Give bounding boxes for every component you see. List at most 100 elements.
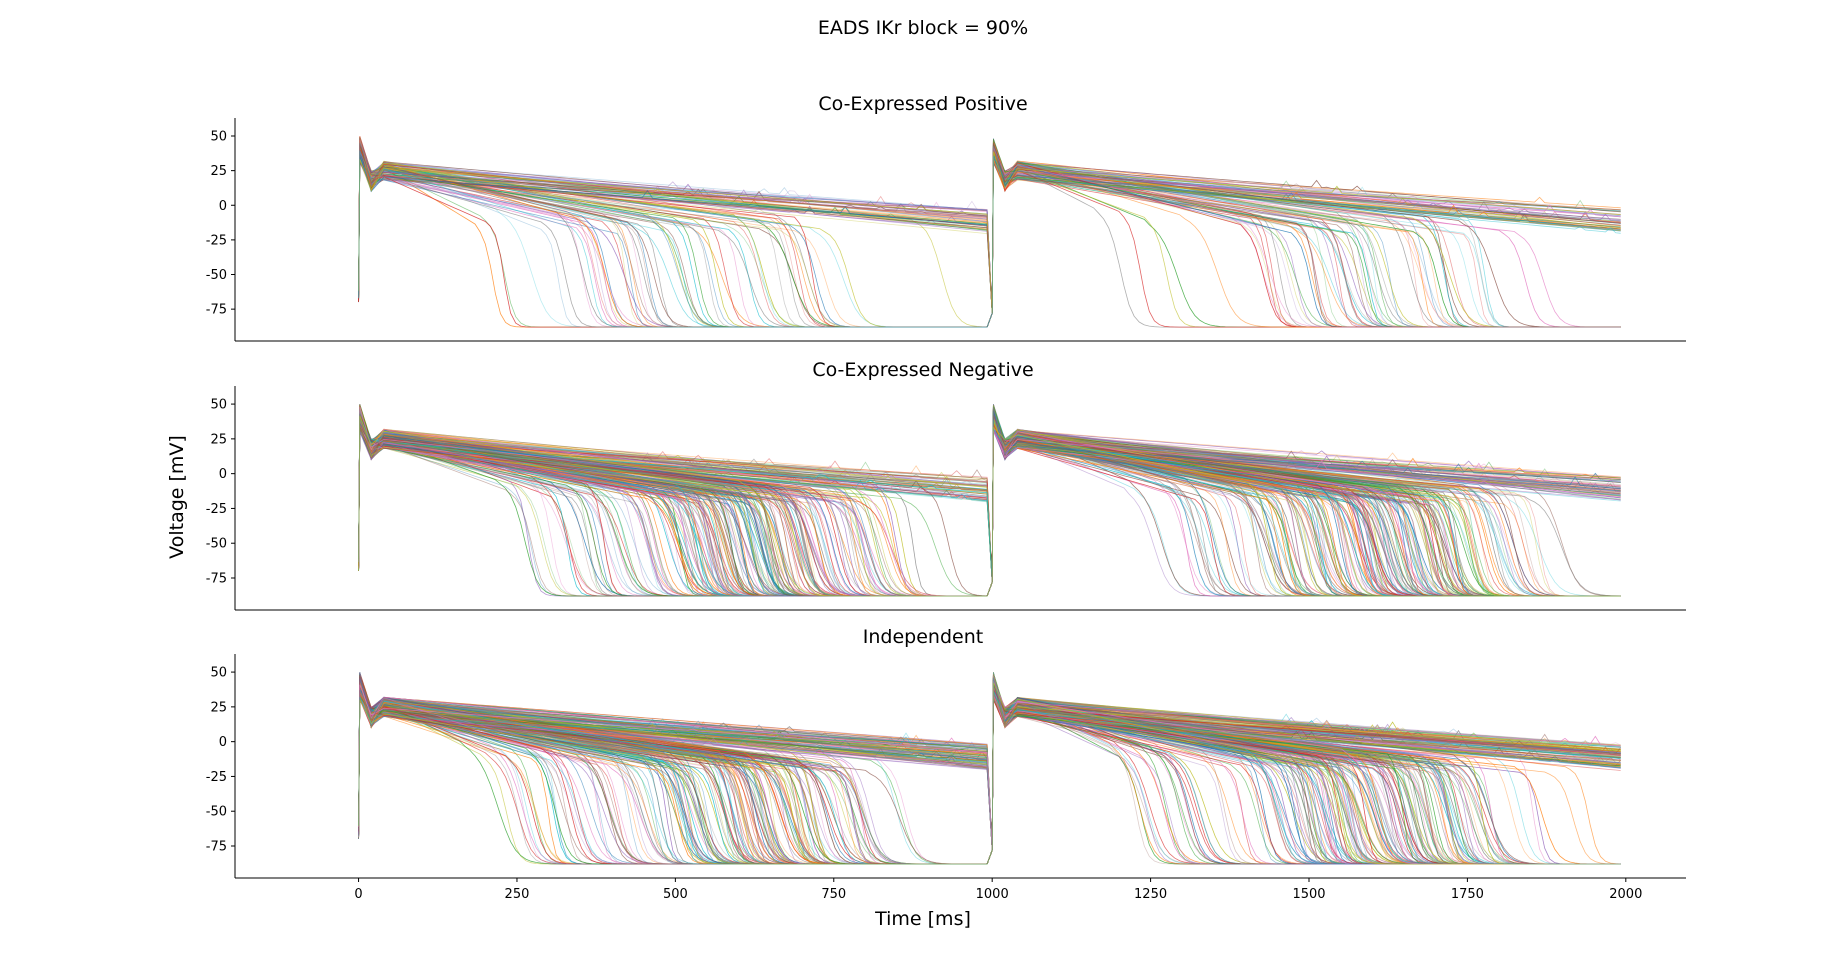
trace-line: [358, 415, 1621, 597]
trace-line: [358, 408, 1621, 597]
trace-line: [358, 139, 1621, 328]
trace-line: [358, 414, 1621, 597]
trace-line: [358, 142, 1621, 328]
trace-line: [358, 410, 1621, 597]
trace-line: [358, 411, 1621, 597]
trace-line: [358, 410, 1621, 597]
x-tick-label: 1250: [1134, 887, 1167, 902]
trace-line: [358, 409, 1621, 597]
trace-line: [358, 142, 1621, 314]
trace-line: [358, 410, 1621, 597]
trace-line: [358, 414, 1621, 597]
trace-line: [358, 408, 1621, 597]
trace-line: [358, 150, 1621, 328]
trace-line: [358, 411, 1621, 597]
y-tick-label: -25: [206, 233, 227, 248]
trace-line: [358, 410, 1621, 597]
axes: 50 25 0 -25 -50 -75: [206, 386, 1686, 611]
trace-line: [358, 416, 1621, 597]
trace-line: [358, 408, 1621, 597]
trace-line: [358, 139, 1621, 328]
trace-line: [358, 143, 1621, 328]
trace-line: [358, 408, 1621, 597]
trace-line: [358, 409, 1621, 597]
trace-line: [358, 139, 1621, 328]
trace-line: [358, 411, 1621, 597]
traces-group: [358, 404, 1621, 597]
y-tick-label: 50: [210, 666, 227, 681]
trace-line: [358, 152, 1621, 314]
x-tick-label: 500: [663, 887, 688, 902]
trace-line: [358, 141, 1621, 328]
trace-line: [358, 409, 1621, 597]
trace-line: [358, 141, 1621, 328]
trace-line: [358, 142, 1621, 328]
trace-line: [358, 143, 1621, 328]
trace-line: [358, 410, 1621, 597]
trace-line: [358, 408, 1621, 597]
trace-line: [358, 408, 1621, 597]
trace-line: [358, 147, 1621, 328]
trace-line: [358, 410, 1621, 597]
trace-line: [358, 408, 1621, 597]
y-tick-label: 0: [219, 199, 227, 214]
trace-line: [358, 409, 1621, 597]
y-tick-label: 0: [219, 467, 227, 482]
trace-line: [358, 144, 1621, 328]
trace-line: [358, 680, 1621, 865]
trace-line: [358, 139, 1621, 328]
trace-line: [358, 145, 1621, 328]
y-axis-label: Voltage [mV]: [166, 435, 188, 559]
trace-line: [358, 146, 1621, 328]
y-tick-label: -50: [206, 537, 227, 552]
traces-group: [358, 135, 1621, 328]
trace-line: [358, 411, 1621, 597]
trace-line: [358, 140, 1621, 314]
trace-line: [358, 415, 1621, 597]
trace-line: [358, 409, 1621, 597]
x-tick-label: 0: [354, 887, 362, 902]
trace-line: [358, 406, 1621, 597]
y-tick-label: 50: [210, 398, 227, 413]
trace-line: [358, 145, 1621, 328]
trace-line: [358, 148, 1621, 314]
x-tick-label: 1000: [976, 887, 1009, 902]
trace-line: [358, 410, 1621, 597]
trace-line: [358, 410, 1621, 597]
trace-line: [358, 414, 1621, 597]
trace-line: [358, 146, 1621, 314]
trace-line: [358, 143, 1621, 328]
trace-line: [358, 410, 1621, 597]
trace-line: [358, 140, 1621, 328]
x-tick-label: 1500: [1292, 887, 1325, 902]
trace-line: [358, 417, 1621, 597]
trace-line: [358, 417, 1621, 597]
trace-line: [358, 414, 1621, 597]
trace-line: [358, 411, 1621, 597]
trace-line: [358, 415, 1621, 597]
panel-title: Independent: [863, 626, 983, 648]
y-tick-label: -50: [206, 268, 227, 283]
trace-line: [358, 142, 1621, 328]
trace-line: [358, 410, 1621, 597]
trace-line: [358, 141, 1621, 328]
trace-line: [358, 415, 1621, 597]
trace-line: [358, 416, 1621, 597]
trace-line: [358, 144, 1621, 328]
trace-line: [358, 408, 1621, 597]
trace-line: [358, 151, 1621, 314]
y-tick-label: 50: [210, 130, 227, 145]
trace-line: [358, 416, 1621, 597]
trace-line: [358, 411, 1621, 597]
y-tick-label: -25: [206, 770, 227, 785]
trace-line: [358, 139, 1621, 328]
trace-line: [358, 408, 1621, 597]
trace-line: [358, 145, 1621, 328]
trace-line: [358, 409, 1621, 597]
trace-line: [358, 408, 1621, 597]
trace-line: [358, 416, 1621, 597]
trace-line: [358, 408, 1621, 597]
